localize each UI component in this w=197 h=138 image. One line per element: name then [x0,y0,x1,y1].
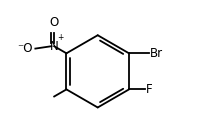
Text: Br: Br [150,47,163,60]
Text: +: + [58,33,64,42]
Text: ⁻O: ⁻O [18,42,33,55]
Text: N: N [50,40,59,53]
Text: O: O [50,16,59,29]
Text: F: F [145,83,152,96]
